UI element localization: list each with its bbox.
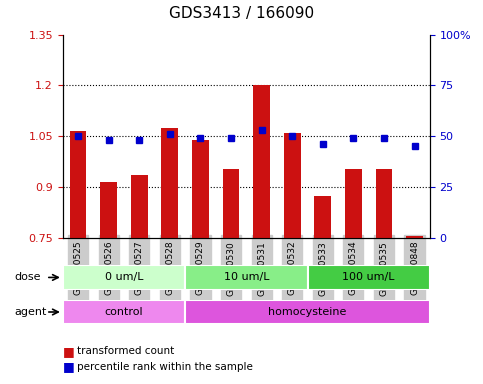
Bar	[345, 169, 362, 238]
Text: dose: dose	[14, 272, 41, 282]
Text: ■: ■	[63, 345, 74, 358]
Text: transformed count: transformed count	[77, 346, 174, 356]
FancyBboxPatch shape	[185, 265, 308, 290]
FancyBboxPatch shape	[185, 300, 430, 324]
Bar	[406, 237, 423, 238]
FancyBboxPatch shape	[63, 300, 185, 324]
Text: GDS3413 / 166090: GDS3413 / 166090	[169, 6, 314, 21]
Text: 0 um/L: 0 um/L	[105, 272, 143, 283]
FancyBboxPatch shape	[63, 265, 185, 290]
Text: ■: ■	[63, 360, 74, 373]
Text: agent: agent	[14, 307, 47, 317]
Bar	[192, 140, 209, 238]
Bar	[223, 169, 240, 238]
Bar	[131, 175, 148, 238]
Bar	[314, 196, 331, 238]
Text: homocysteine: homocysteine	[269, 307, 347, 317]
Text: percentile rank within the sample: percentile rank within the sample	[77, 362, 253, 372]
Text: 10 um/L: 10 um/L	[224, 272, 269, 283]
Bar	[376, 169, 392, 238]
Bar	[253, 86, 270, 238]
Bar	[284, 133, 300, 238]
Bar	[70, 131, 86, 238]
Text: 100 um/L: 100 um/L	[342, 272, 395, 283]
FancyBboxPatch shape	[308, 265, 430, 290]
Text: control: control	[105, 307, 143, 317]
Bar	[100, 182, 117, 238]
Bar	[161, 128, 178, 238]
